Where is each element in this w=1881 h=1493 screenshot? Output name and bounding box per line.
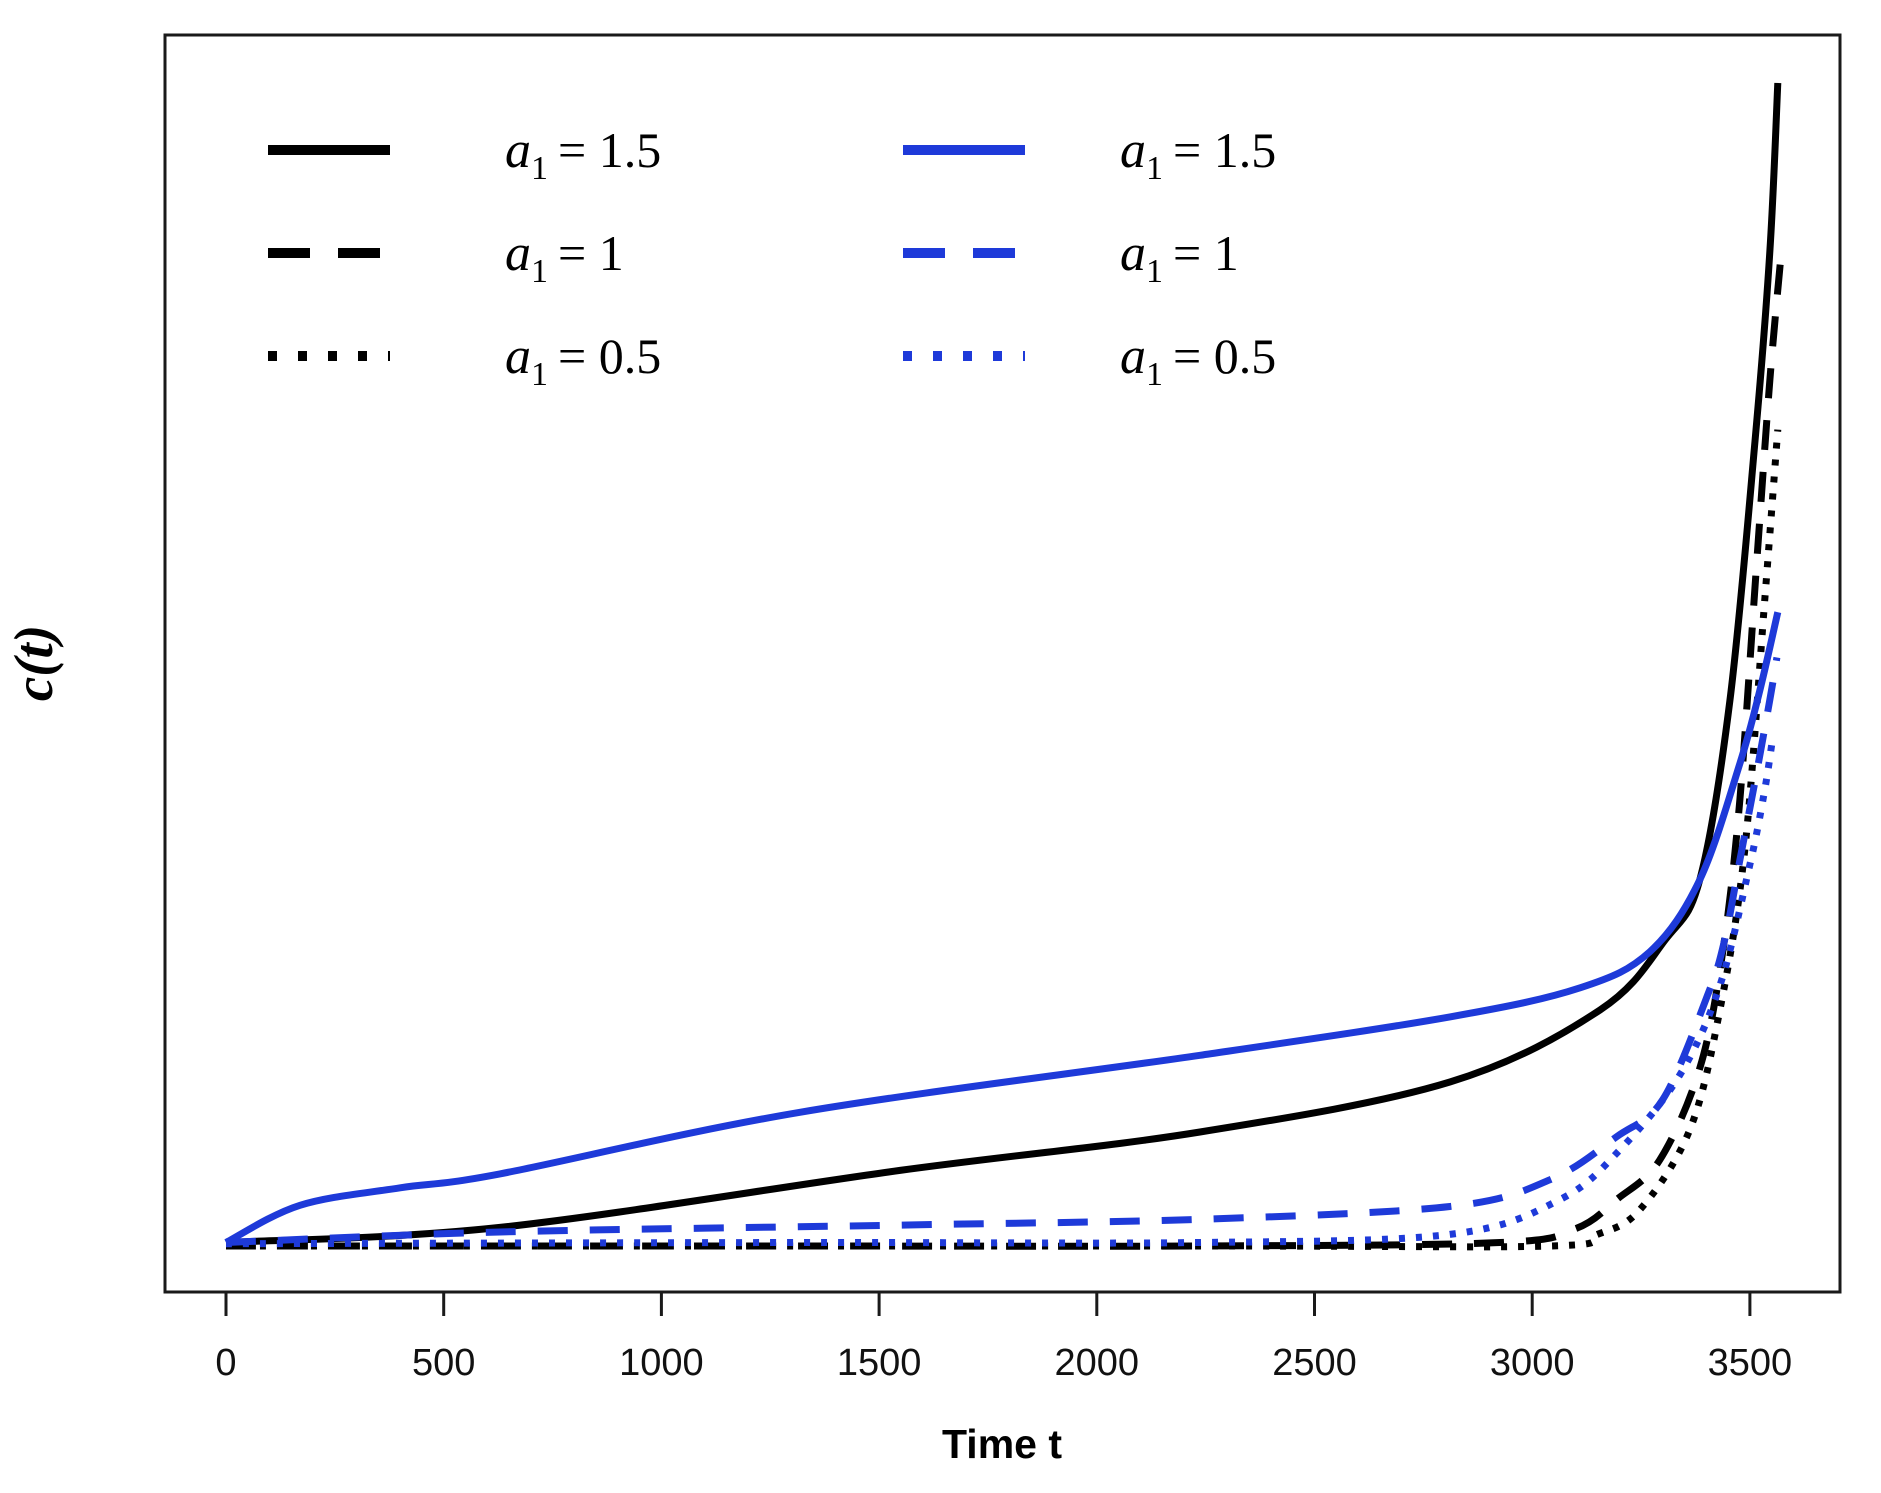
x-axis-title: Time t <box>942 1421 1062 1467</box>
legend-item-black-solid: a1 = 1.5 <box>268 122 661 187</box>
x-tick-label: 1500 <box>837 1342 922 1384</box>
x-tick-label: 1000 <box>619 1342 704 1384</box>
x-tick-label: 2000 <box>1055 1342 1140 1384</box>
legend-label: a1 = 1 <box>505 225 624 290</box>
legend-item-blue-solid: a1 = 1.5 <box>903 122 1276 187</box>
legend-label: a1 = 1.5 <box>1120 122 1276 187</box>
y-axis-title: c(t) <box>3 625 64 701</box>
curve-black-dashed <box>225 257 1785 1250</box>
legend-label: a1 = 0.5 <box>505 328 661 393</box>
x-tick-label: 3500 <box>1708 1342 1793 1384</box>
legend-label: a1 = 1 <box>1120 225 1239 290</box>
x-axis-ticks: 0 500 1000 1500 2000 2500 3000 3500 <box>215 1292 1792 1384</box>
curves <box>224 82 1785 1251</box>
legend-item-blue-dashed: a1 = 1 <box>903 225 1239 290</box>
plot-border <box>163 33 1842 1294</box>
curve-black-dotted <box>225 429 1782 1251</box>
x-tick-label: 2500 <box>1272 1342 1357 1384</box>
curve-black-solid <box>225 82 1782 1246</box>
legend-item-blue-dotted: a1 = 0.5 <box>903 328 1276 393</box>
curve-blue-solid <box>224 611 1782 1246</box>
x-tick-label: 0 <box>215 1342 236 1384</box>
curve-blue-dashed <box>225 656 1781 1246</box>
curve-blue-dotted <box>225 744 1776 1248</box>
legend-item-black-dashed: a1 = 1 <box>268 225 624 290</box>
x-tick-label: 500 <box>412 1342 475 1384</box>
legend-label: a1 = 1.5 <box>505 122 661 187</box>
legend-item-black-dotted: a1 = 0.5 <box>268 328 661 393</box>
x-tick-label: 3000 <box>1490 1342 1575 1384</box>
legend: a1 = 1.5 a1 = 1 a1 = 0.5 a1 = 1.5 a1 = 1 a1 =… <box>268 122 1276 393</box>
legend-label: a1 = 0.5 <box>1120 328 1276 393</box>
